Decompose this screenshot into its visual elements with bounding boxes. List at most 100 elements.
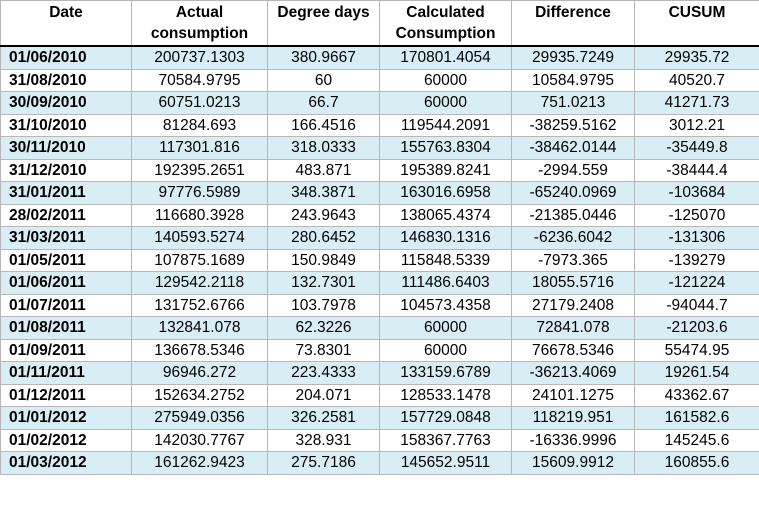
table-header: Date Actual consumption Degree days Calc…	[0, 0, 759, 47]
table-row: 31/08/2010 70584.9795 60 60000 10584.9795 405…	[0, 68, 759, 92]
cell-cusum: 29935.72	[634, 45, 759, 70]
table-row: 01/02/2012 142030.7767 328.931 158367.7763-…	[0, 428, 759, 452]
cell-calculated-consumption: 119544.2091	[379, 113, 512, 137]
cell-actual-consumption: 60751.0213	[131, 91, 268, 115]
cell-actual-consumption: 117301.816	[131, 136, 268, 160]
cell-degree-days: 483.871	[267, 158, 380, 182]
cell-actual-consumption: 275949.0356	[131, 406, 268, 430]
header-row: Date Actual consumption Degree days Calc…	[0, 0, 759, 47]
table-row: 01/05/2011 107875.1689 150.9849 115848.5339…	[0, 248, 759, 272]
cell-date: 01/01/2012	[0, 406, 132, 430]
cell-actual-consumption: 136678.5346	[131, 338, 268, 362]
cell-degree-days: 132.7301	[267, 271, 380, 295]
cell-date: 01/06/2010	[0, 45, 132, 70]
cell-calculated-consumption: 146830.1316	[379, 226, 512, 250]
cell-degree-days: 60	[267, 68, 380, 92]
cell-difference: -6236.6042	[511, 226, 635, 250]
cell-calculated-consumption: 115848.5339	[379, 248, 512, 272]
cell-actual-consumption: 107875.1689	[131, 248, 268, 272]
cell-date: 01/11/2011	[0, 361, 132, 385]
cell-calculated-consumption: 104573.4358	[379, 293, 512, 317]
cell-degree-days: 328.931	[267, 428, 380, 452]
cell-date: 01/06/2011	[0, 271, 132, 295]
header-difference: Difference	[511, 0, 635, 47]
cell-cusum: -94044.7	[634, 293, 759, 317]
cell-date: 31/10/2010	[0, 113, 132, 137]
cell-cusum: 41271.73	[634, 91, 759, 115]
header-cusum: CUSUM	[634, 0, 759, 47]
cell-difference: -21385.0446	[511, 203, 635, 227]
cell-cusum: 40520.7	[634, 68, 759, 92]
cell-date: 28/02/2011	[0, 203, 132, 227]
header-calculated-consumption: Calculated Consumption	[379, 0, 512, 47]
cell-calculated-consumption: 155763.8304	[379, 136, 512, 160]
cell-degree-days: 62.3226	[267, 316, 380, 340]
cell-degree-days: 318.0333	[267, 136, 380, 160]
cell-actual-consumption: 140593.5274	[131, 226, 268, 250]
cell-difference: 72841.078	[511, 316, 635, 340]
cell-calculated-consumption: 60000	[379, 338, 512, 362]
cell-date: 30/11/2010	[0, 136, 132, 160]
cell-calculated-consumption: 157729.0848	[379, 406, 512, 430]
table-row: 01/12/2011 152634.2752 204.071 128533.1478 2…	[0, 383, 759, 407]
cell-degree-days: 66.7	[267, 91, 380, 115]
cell-cusum: 55474.95	[634, 338, 759, 362]
cell-cusum: -21203.6	[634, 316, 759, 340]
cell-date: 01/02/2012	[0, 428, 132, 452]
cell-difference: -65240.0969	[511, 181, 635, 205]
cell-cusum: -131306	[634, 226, 759, 250]
cell-date: 31/01/2011	[0, 181, 132, 205]
cell-actual-consumption: 116680.3928	[131, 203, 268, 227]
cell-calculated-consumption: 128533.1478	[379, 383, 512, 407]
cell-degree-days: 348.3871	[267, 181, 380, 205]
cell-calculated-consumption: 145652.9511	[379, 451, 512, 475]
cell-degree-days: 150.9849	[267, 248, 380, 272]
cell-degree-days: 380.9667	[267, 45, 380, 70]
cell-calculated-consumption: 133159.6789	[379, 361, 512, 385]
cell-actual-consumption: 192395.2651	[131, 158, 268, 182]
cell-cusum: -35449.8	[634, 136, 759, 160]
cell-cusum: -139279	[634, 248, 759, 272]
cell-actual-consumption: 97776.5989	[131, 181, 268, 205]
cell-calculated-consumption: 60000	[379, 316, 512, 340]
cell-difference: 15609.9912	[511, 451, 635, 475]
cell-difference: -38462.0144	[511, 136, 635, 160]
table-row: 30/09/2010 60751.0213 66.7 60000 751.0213 412…	[0, 91, 759, 115]
table-row: 31/10/2010 81284.693 166.4516 119544.2091 -3…	[0, 113, 759, 137]
cell-degree-days: 103.7978	[267, 293, 380, 317]
cell-actual-consumption: 96946.272	[131, 361, 268, 385]
cell-difference: 118219.951	[511, 406, 635, 430]
cell-difference: -16336.9996	[511, 428, 635, 452]
cell-difference: -7973.365	[511, 248, 635, 272]
cell-cusum: 43362.67	[634, 383, 759, 407]
cell-actual-consumption: 142030.7767	[131, 428, 268, 452]
cell-degree-days: 275.7186	[267, 451, 380, 475]
cell-date: 30/09/2010	[0, 91, 132, 115]
cell-difference: 27179.2408	[511, 293, 635, 317]
table-row: 30/11/2010 117301.816 318.0333 155763.8304-…	[0, 136, 759, 160]
cell-actual-consumption: 129542.2118	[131, 271, 268, 295]
cell-calculated-consumption: 163016.6958	[379, 181, 512, 205]
cell-calculated-consumption: 170801.4054	[379, 45, 512, 70]
cell-degree-days: 243.9643	[267, 203, 380, 227]
cell-cusum: 3012.21	[634, 113, 759, 137]
cell-date: 01/08/2011	[0, 316, 132, 340]
table-row: 01/03/2012 161262.9423 275.7186 145652.9511…	[0, 451, 759, 475]
cell-calculated-consumption: 138065.4374	[379, 203, 512, 227]
table-row: 31/01/2011 97776.5989 348.3871 163016.6958-…	[0, 181, 759, 205]
cell-difference: 29935.7249	[511, 45, 635, 70]
cell-degree-days: 166.4516	[267, 113, 380, 137]
cell-actual-consumption: 161262.9423	[131, 451, 268, 475]
cell-date: 01/03/2012	[0, 451, 132, 475]
cell-difference: 751.0213	[511, 91, 635, 115]
header-date: Date	[0, 0, 132, 47]
cell-degree-days: 223.4333	[267, 361, 380, 385]
cell-calculated-consumption: 111486.6403	[379, 271, 512, 295]
cell-date: 31/03/2011	[0, 226, 132, 250]
cell-calculated-consumption: 195389.8241	[379, 158, 512, 182]
cell-degree-days: 326.2581	[267, 406, 380, 430]
table-row: 28/02/2011 116680.3928 243.9643 138065.4374…	[0, 203, 759, 227]
table-row: 01/06/2010 200737.1303 380.9667 170801.4054…	[0, 45, 759, 70]
cell-date: 01/05/2011	[0, 248, 132, 272]
table-row: 31/12/2010 192395.2651 483.871 195389.8241-…	[0, 158, 759, 182]
